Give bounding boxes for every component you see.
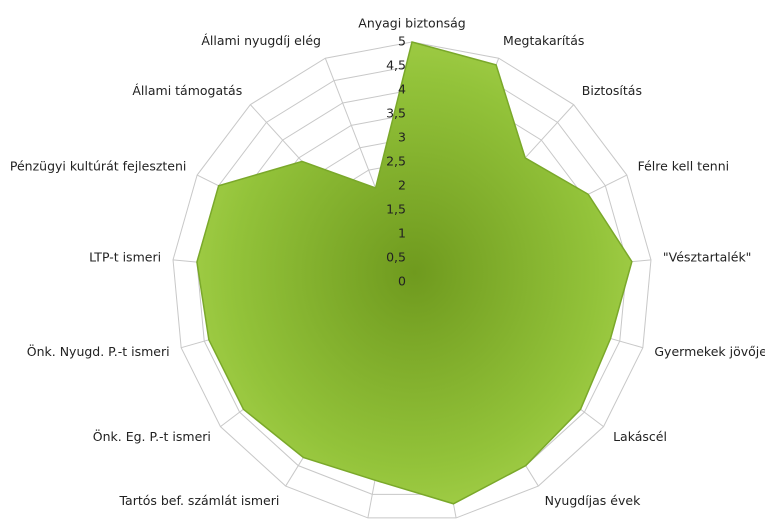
r-tick-label: 4,5 <box>386 58 406 73</box>
r-tick-label: 0,5 <box>386 250 406 265</box>
r-tick-label: 2 <box>398 178 406 193</box>
category-label: Nyugdíjas évek <box>545 493 641 508</box>
category-label: Tartós bef. számlát ismeri <box>118 493 279 508</box>
grid-ring <box>196 65 628 495</box>
category-label: Biztosítás <box>582 83 642 98</box>
category-label: Anyagi biztonság <box>358 16 465 31</box>
r-tick-label: 5 <box>398 34 406 49</box>
category-label: Megtakarítás <box>503 33 584 48</box>
r-tick-label: 1 <box>398 226 406 241</box>
radar-area <box>196 41 633 505</box>
r-tick-label: 4 <box>398 82 406 97</box>
category-label: Pénzügyi kultúrát fejleszteni <box>10 158 187 173</box>
category-label: "Vésztartalék" <box>663 250 752 265</box>
category-label: LTP-t ismeri <box>89 250 161 265</box>
r-tick-label: 3,5 <box>386 106 406 121</box>
category-label: Gyermekek jövője <box>654 344 765 359</box>
grid-ring <box>172 41 652 519</box>
r-tick-label: 0 <box>398 274 406 289</box>
category-label: Állami nyugdíj elég <box>201 33 321 48</box>
category-label: Félre kell tenni <box>638 158 730 173</box>
category-label: Állami támogatás <box>132 83 242 98</box>
r-tick-label: 2,5 <box>386 154 406 169</box>
r-tick-label: 1,5 <box>386 202 406 217</box>
r-tick-label: 3 <box>398 130 406 145</box>
category-label: Lakáscél <box>613 429 667 444</box>
category-label: Önk. Nyugd. P.-t ismeri <box>27 343 170 359</box>
category-label: Önk. Eg. P.-t ismeri <box>93 428 211 444</box>
